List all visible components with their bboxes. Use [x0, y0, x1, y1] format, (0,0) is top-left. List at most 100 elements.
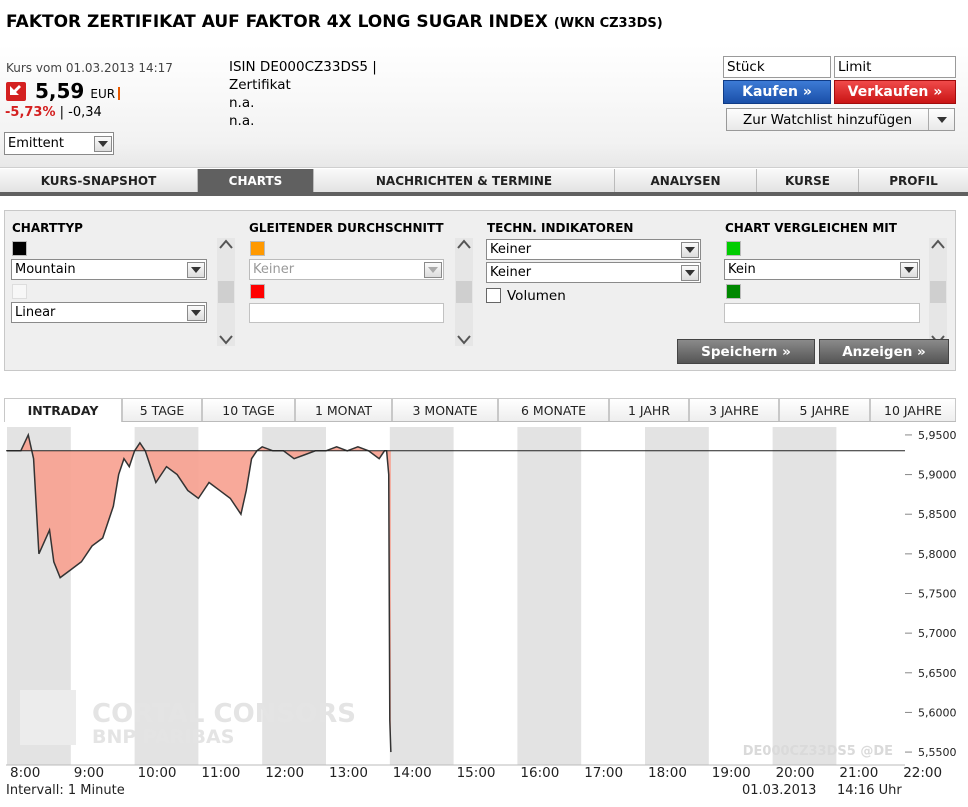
period-tab-1-monat[interactable]: 1 MONAT — [295, 398, 392, 421]
scale-select-value: Linear — [15, 305, 56, 320]
tab-kurs-snapshot[interactable]: KURS-SNAPSHOT — [0, 169, 198, 192]
scroll-thumb[interactable] — [930, 281, 946, 303]
chart-interval: Intervall: 1 Minute — [6, 783, 125, 798]
period-tab-intraday[interactable]: INTRADAY — [4, 398, 122, 422]
main-tabs: KURS-SNAPSHOT CHARTS NACHRICHTEN & TERMI… — [0, 169, 968, 196]
chevron-down-icon — [187, 261, 205, 278]
watchlist-button[interactable]: Zur Watchlist hinzufügen — [726, 108, 955, 131]
chevron-down-icon[interactable] — [219, 334, 233, 346]
chevron-down-icon[interactable] — [457, 334, 471, 346]
y-tick-label: 5,8000 — [918, 548, 957, 561]
quote-timestamp: Kurs vom 01.03.2013 14:17 — [6, 61, 173, 75]
indicator-select-1[interactable]: Keiner — [486, 239, 701, 260]
scale-select[interactable]: Linear — [11, 302, 207, 323]
period-tab-1-jahr[interactable]: 1 JAHR — [609, 398, 689, 421]
chevron-down-icon — [424, 261, 442, 278]
sell-button[interactable]: Verkaufen » — [834, 80, 956, 104]
exchange-select-value: Emittent — [8, 136, 65, 151]
x-tick-label: 12:00 — [265, 765, 304, 781]
charttyp-color-swatch[interactable] — [12, 241, 27, 256]
techn-heading: TECHN. INDIKATOREN — [487, 221, 634, 235]
x-tick-label: 20:00 — [776, 765, 815, 781]
hour-band — [645, 427, 709, 765]
buy-button[interactable]: Kaufen » — [723, 80, 831, 104]
tab-charts[interactable]: CHARTS — [198, 169, 314, 192]
watermark-isin: DE000CZ33DS5 @DE — [743, 744, 893, 759]
compare-scroller[interactable] — [929, 238, 947, 346]
x-tick-label: 10:00 — [138, 765, 177, 781]
x-tick-label: 21:00 — [839, 765, 878, 781]
y-axis-labels: 5,9500 5,9000 5,8500 5,8000 5,7500 5,7000 5,65… — [905, 429, 957, 759]
compare-field-2[interactable] — [724, 303, 920, 323]
price-change: -5,73% | -0,34 — [5, 105, 102, 120]
period-tabs: INTRADAY 5 TAGE 10 TAGE 1 MONAT 3 MONATE… — [4, 398, 956, 422]
last-price: 5,59 — [35, 79, 85, 103]
watchlist-label: Zur Watchlist hinzufügen — [742, 111, 913, 128]
x-tick-label: 14:00 — [393, 765, 432, 781]
period-tab-10-tage[interactable]: 10 TAGE — [202, 398, 295, 421]
chevron-down-icon — [187, 304, 205, 321]
period-tab-5-jahre[interactable]: 5 JAHRE — [779, 398, 870, 421]
y-tick-label: 5,7500 — [918, 588, 957, 601]
scroll-thumb[interactable] — [456, 281, 472, 303]
exchange-select[interactable]: Emittent — [4, 132, 114, 155]
chart-time: 14:16 Uhr — [837, 783, 902, 798]
indicator-select-2-value: Keiner — [490, 265, 532, 280]
compare-color-swatch-1[interactable] — [726, 241, 741, 256]
x-tick-label: 19:00 — [712, 765, 751, 781]
y-tick-label: 5,8500 — [918, 508, 957, 521]
charttyp-select[interactable]: Mountain — [11, 259, 207, 280]
charttyp-heading: CHARTTYP — [12, 221, 83, 235]
tab-profil[interactable]: PROFIL — [889, 173, 938, 188]
tab-nachrichten[interactable]: NACHRICHTEN & TERMINE — [314, 169, 615, 192]
info-line-4: n.a. — [229, 113, 255, 129]
period-tab-3-monate[interactable]: 3 MONATE — [392, 398, 498, 421]
chevron-down-icon[interactable] — [928, 109, 954, 130]
gd-scroller[interactable] — [455, 238, 473, 346]
x-tick-label: 16:00 — [520, 765, 559, 781]
period-tab-5-tage[interactable]: 5 TAGE — [122, 398, 202, 421]
period-tab-3-jahre[interactable]: 3 JAHRE — [689, 398, 779, 421]
title-main: FAKTOR ZERTIFIKAT AUF FAKTOR 4X LONG SUG… — [6, 12, 548, 32]
change-absolute: -0,34 — [68, 105, 102, 120]
gd-field-2[interactable] — [249, 303, 444, 323]
charttyp-scroller[interactable] — [217, 238, 235, 346]
chevron-down-icon — [681, 264, 699, 281]
page-title: FAKTOR ZERTIFIKAT AUF FAKTOR 4X LONG SUG… — [6, 12, 663, 32]
gd-color-swatch-2[interactable] — [250, 284, 265, 299]
charttyp-select-value: Mountain — [15, 262, 76, 277]
volumen-checkbox[interactable] — [486, 288, 501, 303]
x-tick-label: 15:00 — [457, 765, 496, 781]
limit-input[interactable]: Limit — [834, 56, 956, 78]
chevron-down-icon — [94, 135, 112, 152]
quantity-input[interactable]: Stück — [723, 56, 831, 78]
chevron-up-icon[interactable] — [219, 238, 233, 250]
instrument-info: ISIN DE000CZ33DS5 | Zertifikat n.a. n.a. — [229, 58, 377, 130]
watermark-line2: BNP PARIBAS — [92, 726, 234, 748]
gd-select[interactable]: Keiner — [249, 259, 444, 280]
save-button[interactable]: Speichern » — [677, 339, 815, 364]
price-chart: CORTAL CONSORS BNP PARIBAS DE000CZ33DS5 … — [6, 427, 957, 781]
show-button[interactable]: Anzeigen » — [819, 339, 949, 364]
chart-date: 01.03.2013 — [742, 783, 817, 798]
price-down-arrow-icon — [6, 81, 26, 101]
x-tick-label: 11:00 — [201, 765, 240, 781]
chevron-up-icon[interactable] — [457, 238, 471, 250]
compare-color-swatch-2[interactable] — [726, 284, 741, 299]
period-tab-10-jahre[interactable]: 10 JAHRE — [870, 398, 956, 421]
compare-select[interactable]: Kein — [724, 259, 920, 280]
compare-select-value: Kein — [728, 262, 756, 277]
y-tick-label: 5,9500 — [918, 429, 957, 442]
x-tick-label: 9:00 — [74, 765, 104, 781]
price-box: 5,59 EUR — [6, 79, 121, 103]
tab-analysen[interactable]: ANALYSEN — [615, 169, 757, 192]
volumen-label: Volumen — [507, 288, 566, 304]
chevron-up-icon[interactable] — [931, 238, 945, 250]
scroll-thumb[interactable] — [218, 281, 234, 303]
x-tick-label: 17:00 — [584, 765, 623, 781]
period-tab-6-monate[interactable]: 6 MONATE — [498, 398, 609, 421]
x-axis-labels: 8:00 9:00 10:00 11:00 12:00 13:00 14:00 15:00 16… — [10, 765, 942, 781]
tab-kurse[interactable]: KURSE — [757, 169, 859, 192]
indicator-select-2[interactable]: Keiner — [486, 262, 701, 283]
gd-color-swatch-1[interactable] — [250, 241, 265, 256]
